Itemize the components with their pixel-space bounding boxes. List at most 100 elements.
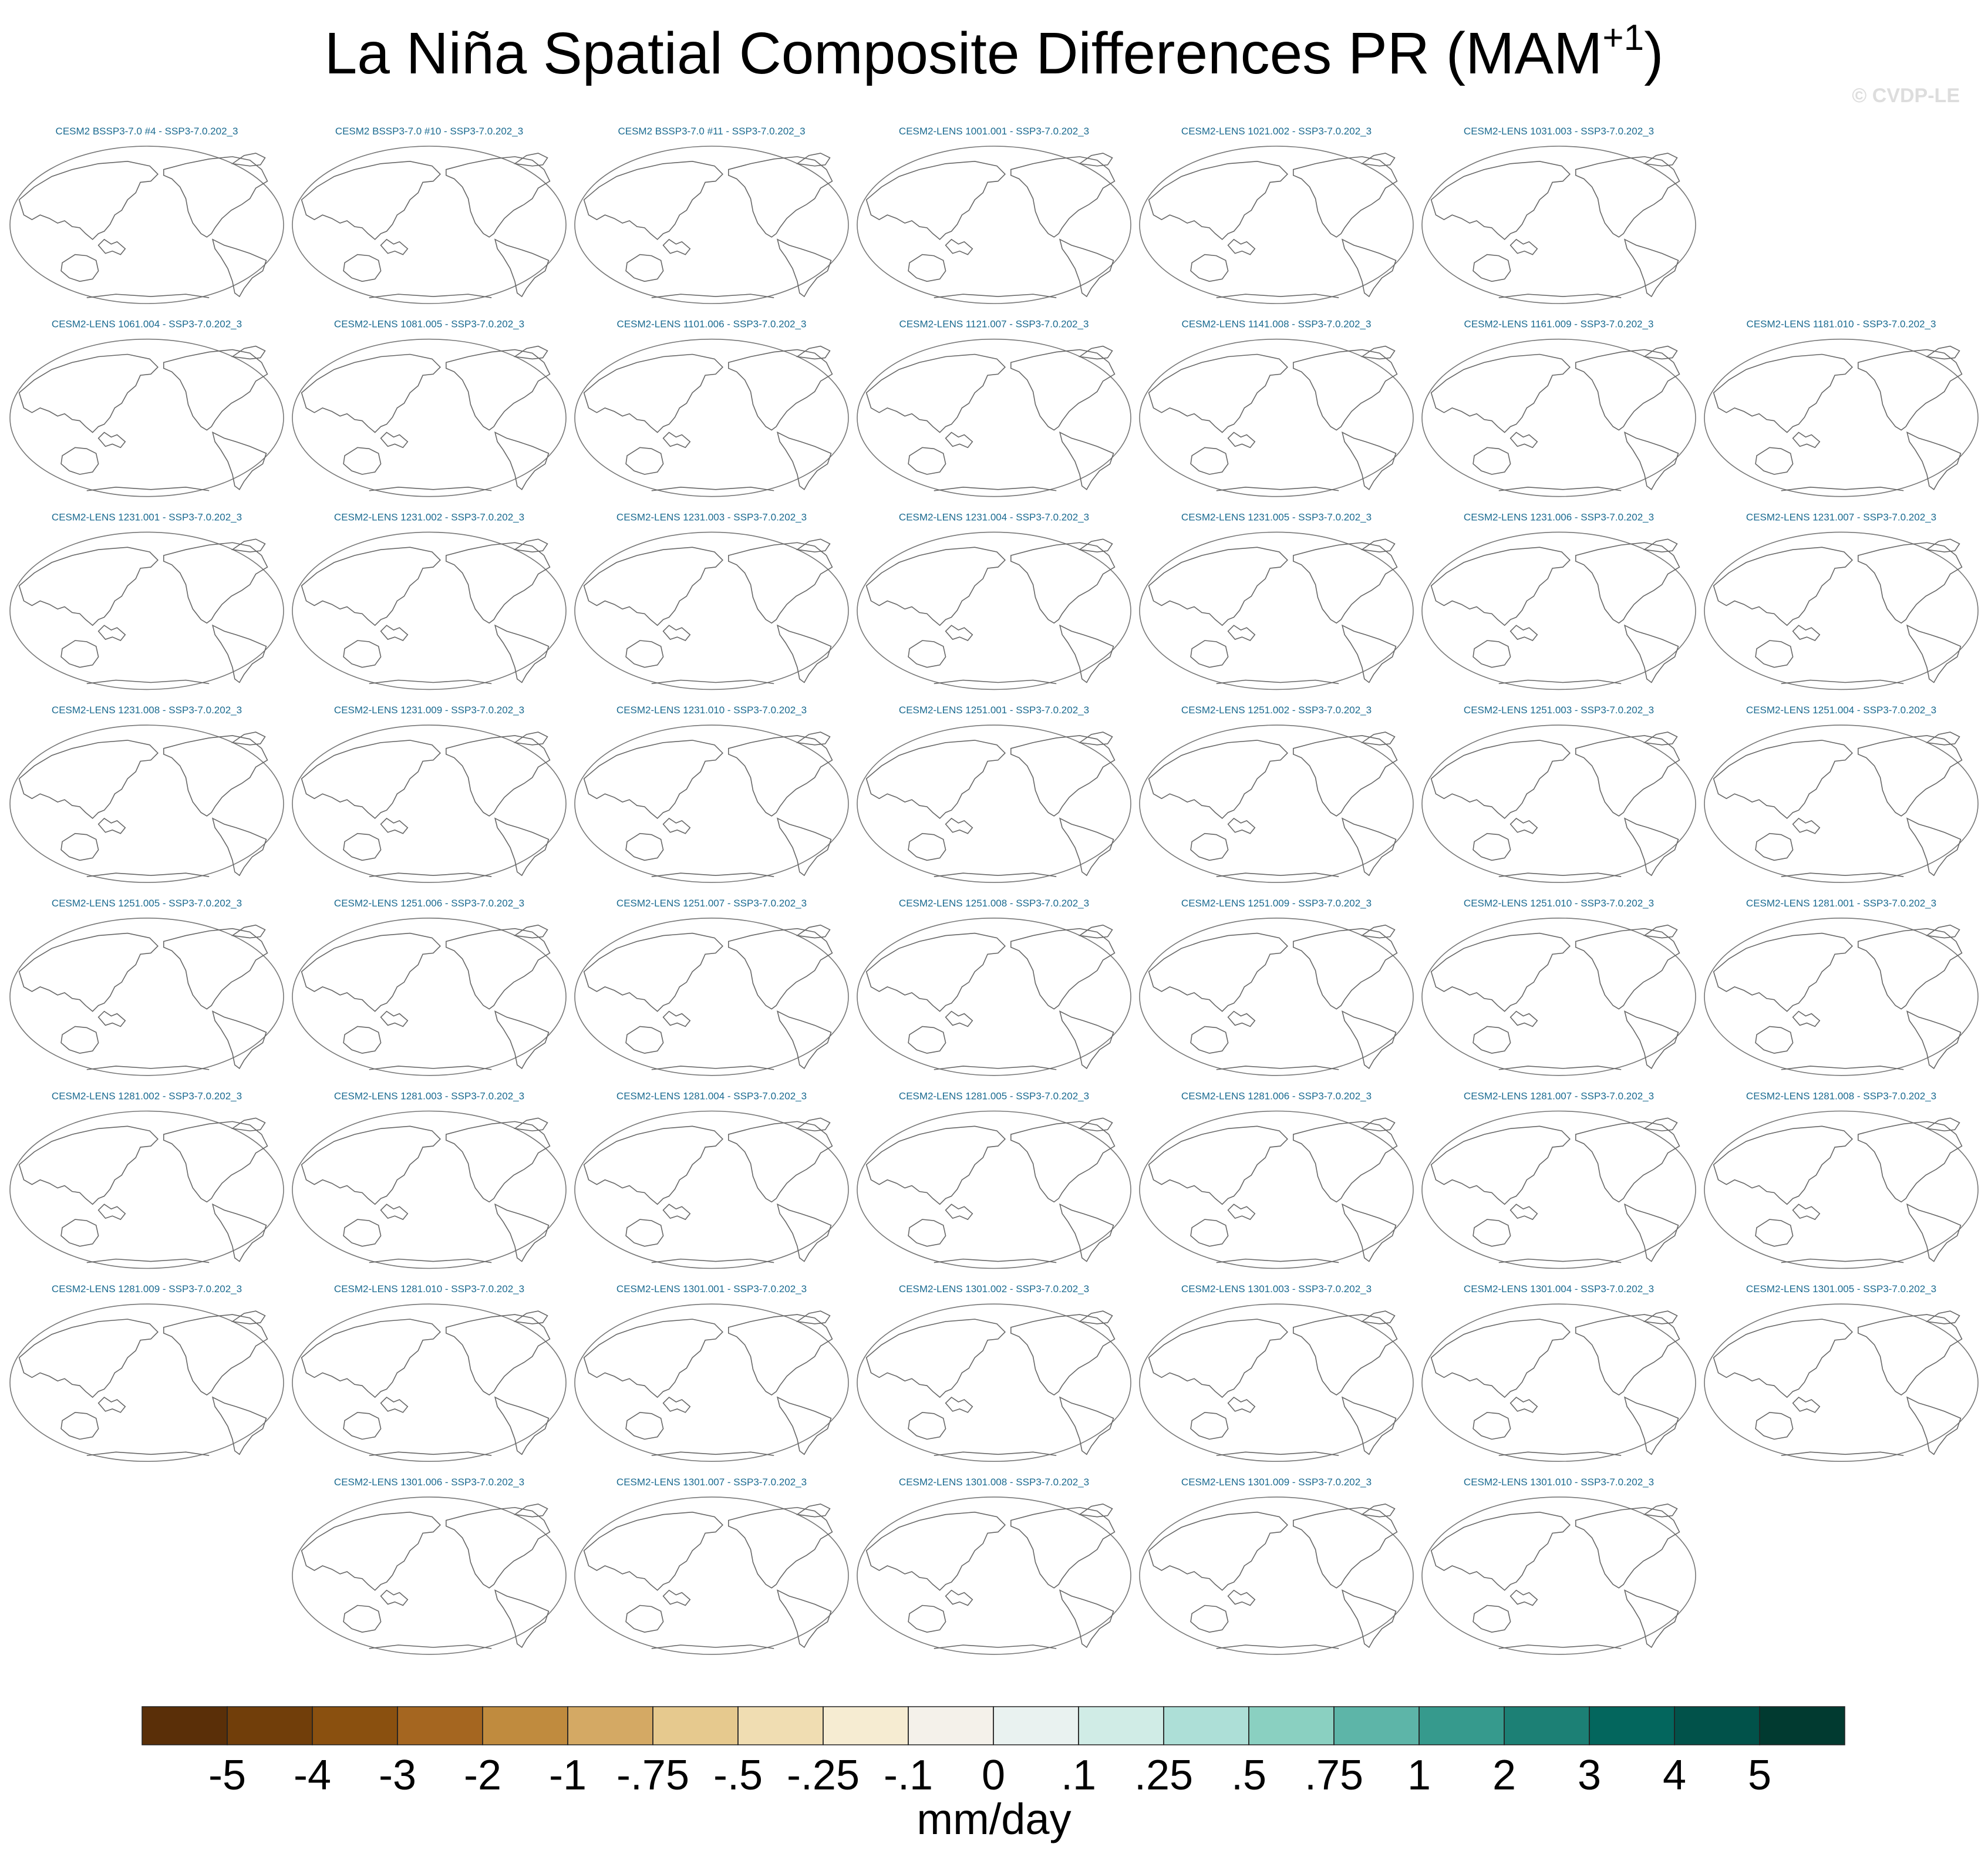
colorbar-box xyxy=(1248,1706,1335,1745)
colorbar-box xyxy=(1418,1706,1505,1745)
colorbar-box xyxy=(1589,1706,1675,1745)
globe-outline xyxy=(857,1110,1131,1269)
map-panel: CESM2-LENS 1251.005 - SSP3-7.0.202_3 xyxy=(9,898,284,1076)
colorbar-box xyxy=(567,1706,653,1745)
globe-outline xyxy=(292,918,567,1076)
globe-outline xyxy=(292,338,567,497)
colorbar-tick-label: -.25 xyxy=(787,1752,860,1799)
panel-title: CESM2-LENS 1281.001 - SSP3-7.0.202_3 xyxy=(1746,898,1936,909)
colorbar-tick-label: -1 xyxy=(549,1752,587,1799)
map-panel: CESM2-LENS 1161.009 - SSP3-7.0.202_3 xyxy=(1421,319,1696,497)
map-panel: CESM2-LENS 1231.007 - SSP3-7.0.202_3 xyxy=(1704,511,1979,690)
map-panel: CESM2-LENS 1231.004 - SSP3-7.0.202_3 xyxy=(857,511,1131,690)
colorbar-box xyxy=(737,1706,824,1745)
map-panel: CESM2-LENS 1141.008 - SSP3-7.0.202_3 xyxy=(1139,319,1414,497)
globe-outline xyxy=(1139,531,1414,690)
panel-title: CESM2-LENS 1231.001 - SSP3-7.0.202_3 xyxy=(52,511,242,523)
globe-outline xyxy=(857,146,1131,304)
panel-title: CESM2-LENS 1251.008 - SSP3-7.0.202_3 xyxy=(899,898,1089,909)
globe-outline xyxy=(1139,1303,1414,1462)
panel-title: CESM2-LENS 1281.002 - SSP3-7.0.202_3 xyxy=(52,1091,242,1102)
panel-title: CESM2-LENS 1301.008 - SSP3-7.0.202_3 xyxy=(899,1477,1089,1488)
globe-outline xyxy=(9,146,284,304)
panel-title: CESM2 BSSP3-7.0 #4 - SSP3-7.0.202_3 xyxy=(56,126,238,137)
map-panel: CESM2-LENS 1281.007 - SSP3-7.0.202_3 xyxy=(1421,1091,1696,1269)
map-panel: CESM2-LENS 1251.010 - SSP3-7.0.202_3 xyxy=(1421,898,1696,1076)
title-superscript: +1 xyxy=(1602,18,1644,58)
colorbar-tick-label: 2 xyxy=(1492,1752,1516,1799)
globe-outline xyxy=(1421,918,1696,1076)
panel-title: CESM2-LENS 1081.005 - SSP3-7.0.202_3 xyxy=(334,319,524,330)
globe-outline xyxy=(574,1110,849,1269)
map-panel: CESM2-LENS 1301.010 - SSP3-7.0.202_3 xyxy=(1421,1477,1696,1655)
map-panel: CESM2-LENS 1251.001 - SSP3-7.0.202_3 xyxy=(857,705,1131,883)
colorbar-tick-label: -2 xyxy=(464,1752,501,1799)
colorbar-box xyxy=(823,1706,909,1745)
globe-outline xyxy=(9,918,284,1076)
map-panel: CESM2-LENS 1281.006 - SSP3-7.0.202_3 xyxy=(1139,1091,1414,1269)
title-main: La Niña Spatial Composite Differences PR… xyxy=(325,21,1603,86)
globe-outline xyxy=(1704,1110,1979,1269)
globe-outline xyxy=(574,338,849,497)
globe-outline xyxy=(292,1110,567,1269)
map-panel: CESM2-LENS 1231.002 - SSP3-7.0.202_3 xyxy=(292,511,567,690)
map-panel: CESM2-LENS 1121.007 - SSP3-7.0.202_3 xyxy=(857,319,1131,497)
panel-title: CESM2 BSSP3-7.0 #10 - SSP3-7.0.202_3 xyxy=(335,126,523,137)
panel-title: CESM2-LENS 1101.006 - SSP3-7.0.202_3 xyxy=(617,319,807,330)
title-end: ) xyxy=(1644,21,1663,86)
colorbar-tick-label: -.5 xyxy=(713,1752,763,1799)
panel-title: CESM2-LENS 1301.005 - SSP3-7.0.202_3 xyxy=(1746,1283,1936,1295)
map-panel: CESM2-LENS 1101.006 - SSP3-7.0.202_3 xyxy=(574,319,849,497)
map-panel: CESM2-LENS 1251.002 - SSP3-7.0.202_3 xyxy=(1139,705,1414,883)
colorbar-tick-label: 4 xyxy=(1663,1752,1686,1799)
map-panel: CESM2 BSSP3-7.0 #11 - SSP3-7.0.202_3 xyxy=(574,126,849,304)
globe-outline xyxy=(1421,531,1696,690)
globe-outline xyxy=(9,1303,284,1462)
panel-title: CESM2-LENS 1231.008 - SSP3-7.0.202_3 xyxy=(52,705,242,716)
globe-outline xyxy=(1139,146,1414,304)
map-panel: CESM2-LENS 1301.001 - SSP3-7.0.202_3 xyxy=(574,1283,849,1462)
map-panel: CESM2-LENS 1231.005 - SSP3-7.0.202_3 xyxy=(1139,511,1414,690)
panel-title: CESM2-LENS 1231.002 - SSP3-7.0.202_3 xyxy=(334,511,524,523)
globe-outline xyxy=(292,1303,567,1462)
globe-outline xyxy=(574,1303,849,1462)
colorbar-box xyxy=(1759,1706,1845,1745)
map-panel: CESM2-LENS 1281.009 - SSP3-7.0.202_3 xyxy=(9,1283,284,1462)
colorbar-tick-label: .75 xyxy=(1305,1752,1363,1799)
colorbar-tick-label: -3 xyxy=(379,1752,416,1799)
panel-title: CESM2-LENS 1251.006 - SSP3-7.0.202_3 xyxy=(334,898,524,909)
globe-outline xyxy=(292,724,567,883)
map-panel: CESM2-LENS 1251.008 - SSP3-7.0.202_3 xyxy=(857,898,1131,1076)
panel-title: CESM2-LENS 1161.009 - SSP3-7.0.202_3 xyxy=(1464,319,1654,330)
colorbar-box xyxy=(1078,1706,1164,1745)
panel-title: CESM2-LENS 1181.010 - SSP3-7.0.202_3 xyxy=(1747,319,1936,330)
globe-outline xyxy=(574,724,849,883)
globe-outline xyxy=(9,1110,284,1269)
panel-title: CESM2-LENS 1251.003 - SSP3-7.0.202_3 xyxy=(1464,705,1654,716)
map-panel: CESM2-LENS 1301.007 - SSP3-7.0.202_3 xyxy=(574,1477,849,1655)
colorbar: -5 -4 -3 -2 -1 -.75 -.5 -.25 -.1 0 .1 .25 .5 .75 1 2 3 4 5 xyxy=(141,1706,1845,1799)
map-panel: CESM2-LENS 1251.009 - SSP3-7.0.202_3 xyxy=(1139,898,1414,1076)
globe-outline xyxy=(1704,338,1979,497)
map-panel: CESM2-LENS 1231.006 - SSP3-7.0.202_3 xyxy=(1421,511,1696,690)
panel-title: CESM2-LENS 1301.007 - SSP3-7.0.202_3 xyxy=(616,1477,807,1488)
panel-title: CESM2-LENS 1231.005 - SSP3-7.0.202_3 xyxy=(1181,511,1372,523)
map-panel: CESM2-LENS 1061.004 - SSP3-7.0.202_3 xyxy=(9,319,284,497)
map-panel: CESM2-LENS 1231.001 - SSP3-7.0.202_3 xyxy=(9,511,284,690)
globe-outline xyxy=(9,724,284,883)
map-panel: CESM2-LENS 1021.002 - SSP3-7.0.202_3 xyxy=(1139,126,1414,304)
globe-outline xyxy=(574,531,849,690)
panel-title: CESM2-LENS 1061.004 - SSP3-7.0.202_3 xyxy=(52,319,242,330)
map-panel: CESM2-LENS 1301.006 - SSP3-7.0.202_3 xyxy=(292,1477,567,1655)
globe-outline xyxy=(1139,1110,1414,1269)
colorbar-tick-label: -4 xyxy=(294,1752,331,1799)
map-panel: CESM2-LENS 1081.005 - SSP3-7.0.202_3 xyxy=(292,319,567,497)
colorbar-tick-label: .1 xyxy=(1061,1752,1096,1799)
map-panel: CESM2-LENS 1301.009 - SSP3-7.0.202_3 xyxy=(1139,1477,1414,1655)
colorbar-box xyxy=(908,1706,994,1745)
panel-title: CESM2-LENS 1251.005 - SSP3-7.0.202_3 xyxy=(52,898,242,909)
colorbar-tick-label: .25 xyxy=(1134,1752,1193,1799)
globe-outline xyxy=(1139,338,1414,497)
globe-outline xyxy=(1704,918,1979,1076)
globe-outline xyxy=(1704,1303,1979,1462)
